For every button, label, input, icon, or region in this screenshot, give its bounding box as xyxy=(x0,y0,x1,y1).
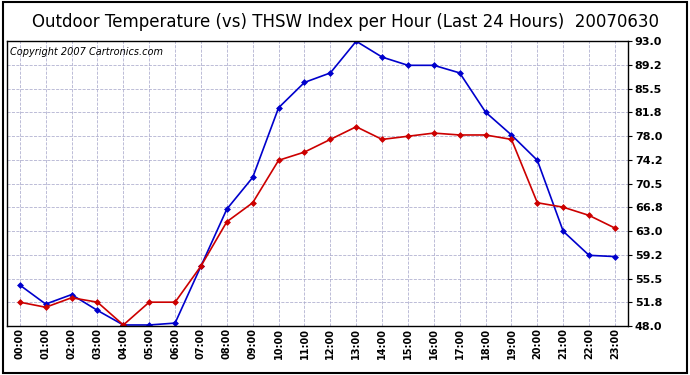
Text: Copyright 2007 Cartronics.com: Copyright 2007 Cartronics.com xyxy=(10,47,163,57)
Text: Outdoor Temperature (vs) THSW Index per Hour (Last 24 Hours)  20070630: Outdoor Temperature (vs) THSW Index per … xyxy=(32,13,658,31)
